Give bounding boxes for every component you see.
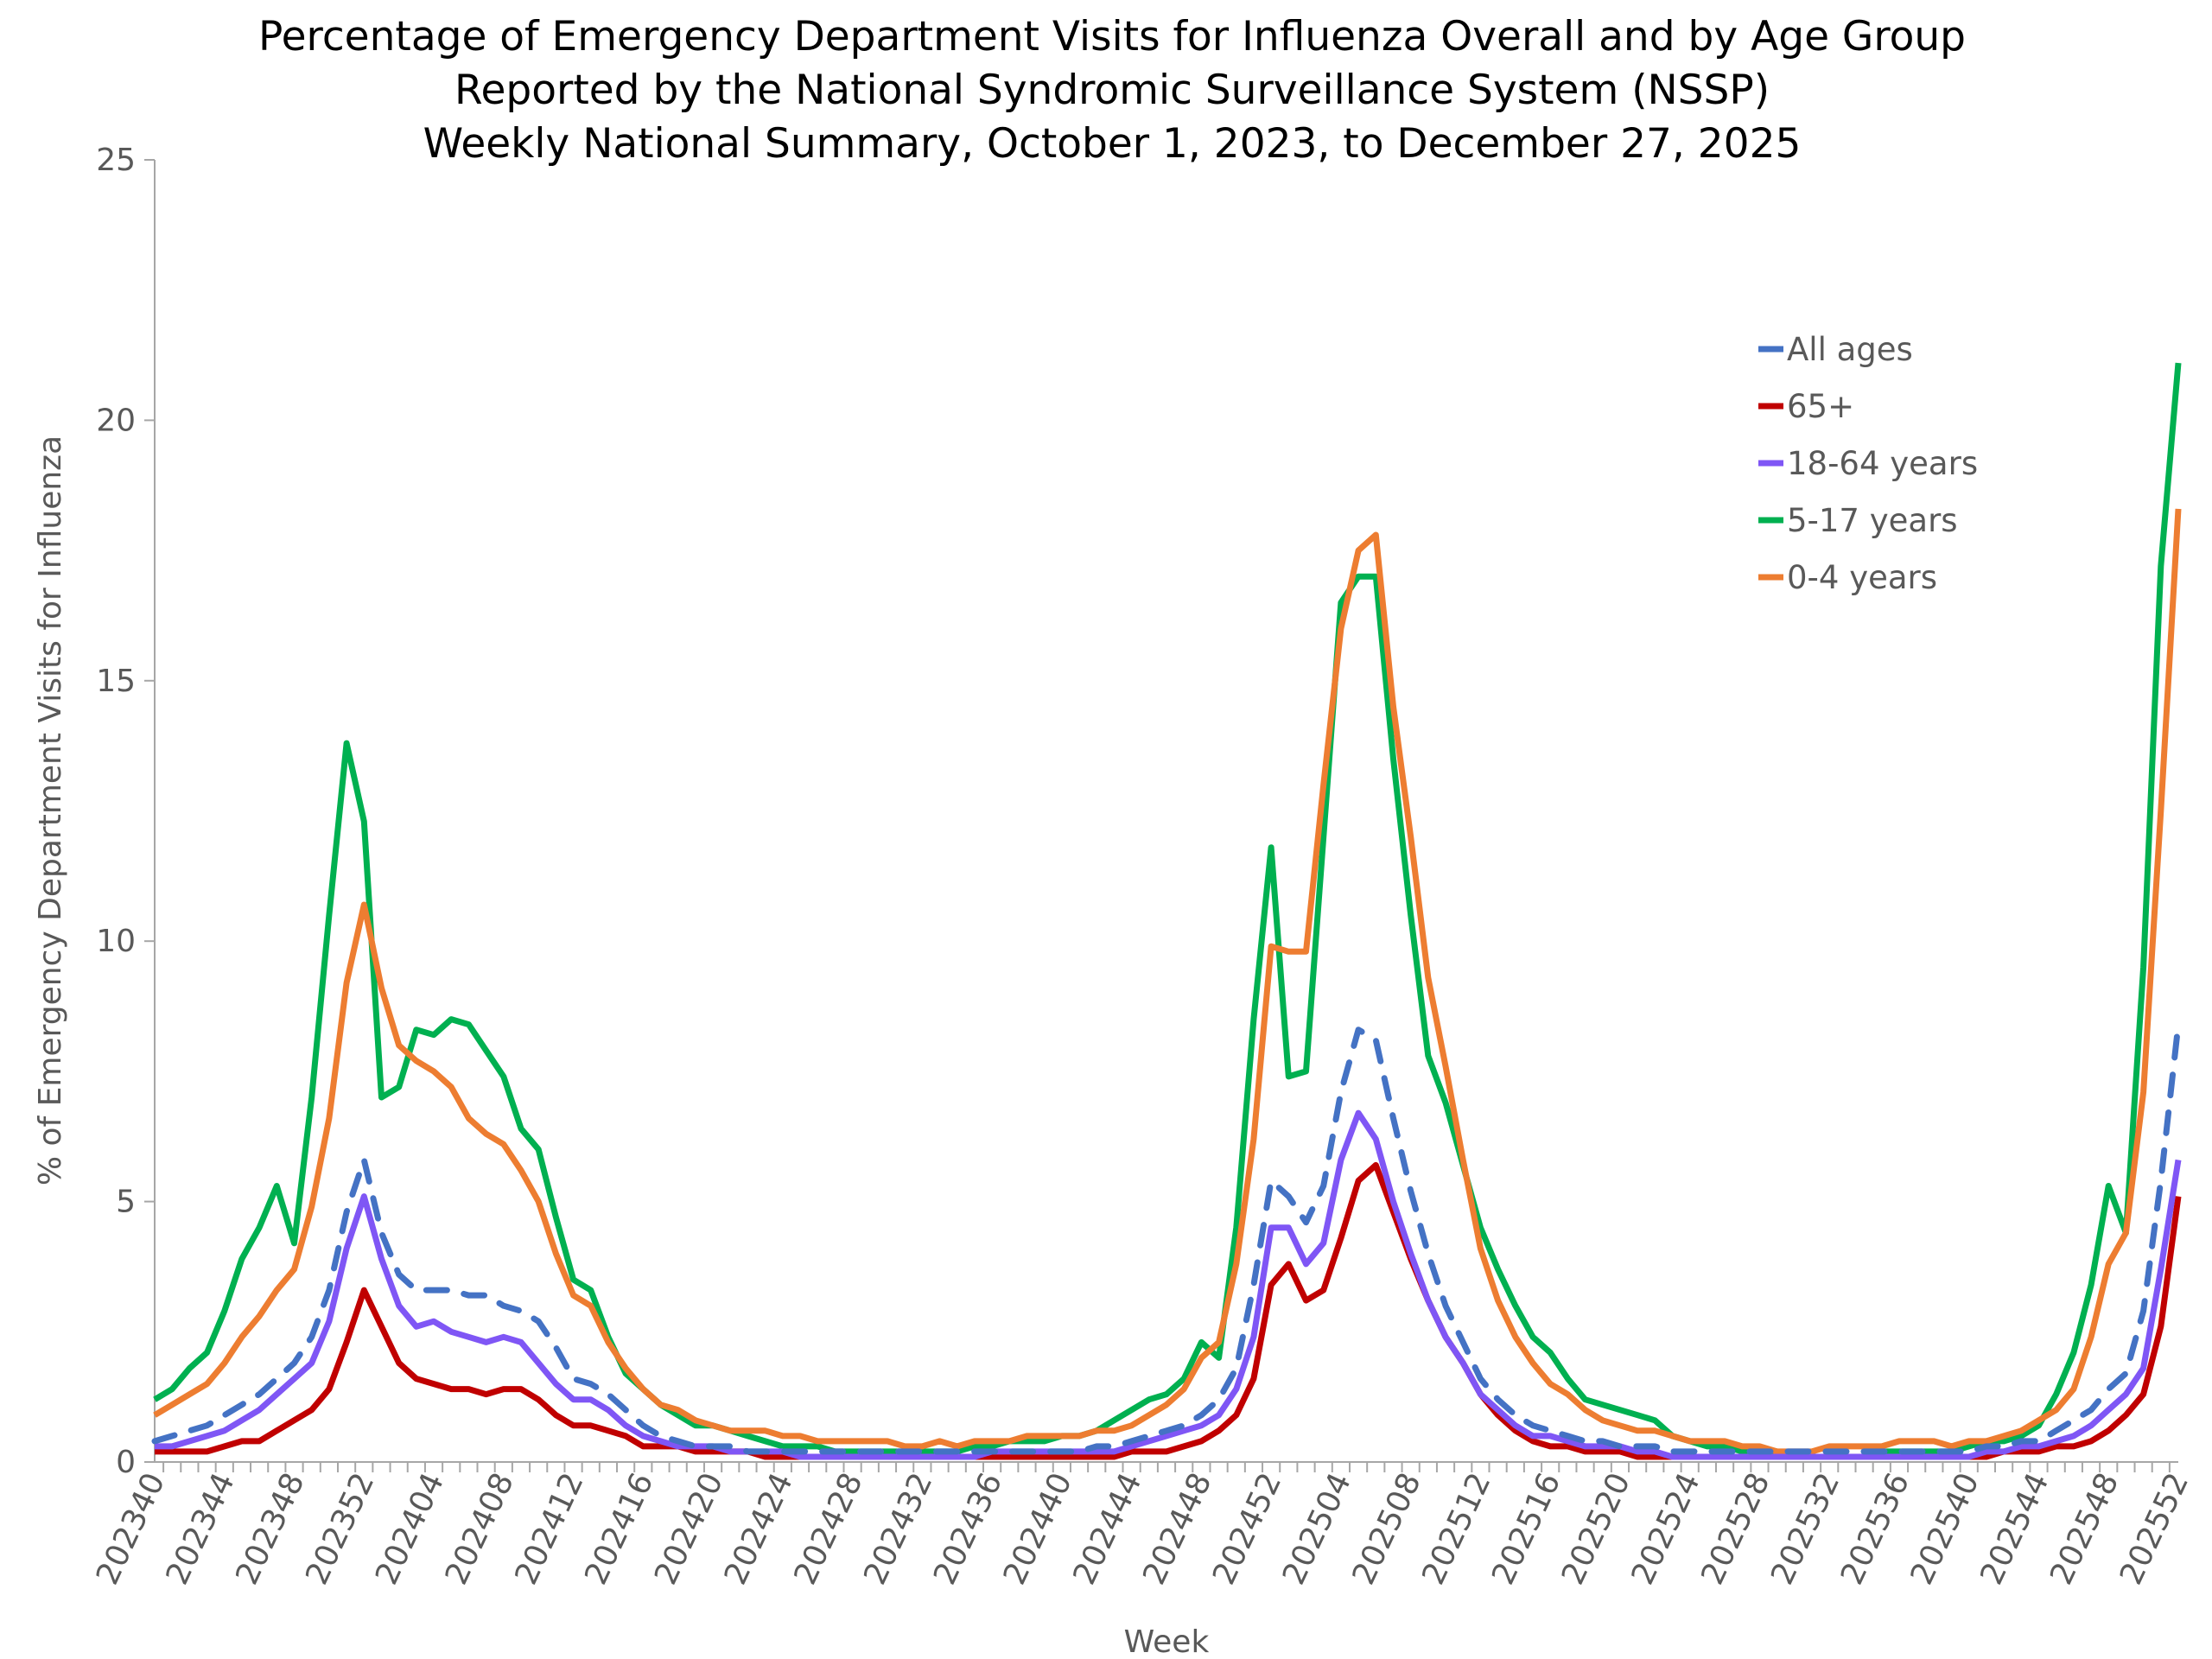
legend-label: 0-4 years [1787,559,1937,596]
x-tick-label: 202420 [648,1467,730,1590]
x-tick-label: 202452 [1206,1467,1288,1590]
x-axis: 2023402023442023482023522024042024082024… [90,1461,2196,1590]
x-tick-label: 202524 [1625,1467,1707,1590]
y-tick-label: 20 [96,403,136,438]
legend-item: 0-4 years [1758,559,1937,596]
legend-item: 65+ [1758,388,1854,425]
legend-item: All ages [1758,331,1913,368]
chart-title: Percentage of Emergency Department Visit… [258,13,1966,168]
x-tick-label: 202536 [1834,1467,1916,1590]
x-tick-label: 202404 [369,1467,451,1590]
x-tick-label: 202348 [229,1467,311,1590]
series-lines [151,362,2182,1460]
x-tick-label: 202444 [1067,1467,1149,1590]
y-tick-label: 0 [116,1445,136,1480]
title-line-2: Reported by the National Syndromic Surve… [454,67,1770,114]
x-tick-label: 202532 [1764,1467,1847,1590]
x-tick-label: 202544 [1974,1467,2056,1590]
title-line-3: Weekly National Summary, October 1, 2023… [423,120,1802,168]
x-tick-label: 202412 [508,1467,590,1590]
series-line-0-4-years [153,508,2182,1455]
x-tick-label: 202448 [1136,1467,1218,1590]
series-line-18-64-years [155,1109,2182,1460]
legend-item: 18-64 years [1758,445,1978,482]
legend-item: 5-17 years [1758,502,1958,539]
x-tick-label: 202428 [788,1467,870,1590]
y-tick-label: 10 [96,924,136,959]
x-tick-label: 202552 [2113,1467,2196,1590]
x-tick-label: 202540 [1904,1467,1986,1590]
x-tick-label: 202352 [299,1467,381,1590]
legend-label: 5-17 years [1787,502,1958,539]
legend-label: 65+ [1787,388,1854,425]
series-line-65- [155,1161,2182,1460]
x-tick-label: 202528 [1694,1467,1777,1590]
x-tick-label: 202344 [160,1467,242,1590]
y-tick-label: 5 [116,1185,136,1220]
x-tick-label: 202340 [90,1467,172,1590]
legend: All ages 65+ 18-64 years 5-17 years 0-4 year… [1758,331,1978,596]
x-tick-label: 202508 [1346,1467,1428,1590]
title-line-1: Percentage of Emergency Department Visit… [258,13,1966,60]
y-axis-label: % of Emergency Department Visits for Inf… [33,435,68,1185]
legend-label: All ages [1787,331,1913,368]
series-line-all-ages [151,1021,2182,1455]
x-tick-label: 202440 [997,1467,1079,1590]
x-tick-label: 202516 [1485,1467,1567,1590]
y-axis: 0 5 10 15 20 25 [96,143,156,1480]
x-tick-label: 202548 [2044,1467,2126,1590]
y-tick-label: 25 [96,143,136,178]
x-tick-label: 202520 [1555,1467,1637,1590]
x-tick-label: 202504 [1276,1467,1358,1590]
x-tick-label: 202436 [927,1467,1009,1590]
x-axis-label: Week [1124,1624,1210,1659]
x-tick-label: 202432 [857,1467,939,1590]
x-tick-label: 202408 [439,1467,521,1590]
legend-label: 18-64 years [1787,445,1978,482]
y-tick-label: 15 [96,664,136,699]
x-tick-label: 202424 [718,1467,800,1590]
x-tick-label: 202512 [1415,1467,1497,1590]
x-tick-label: 202416 [578,1467,660,1590]
